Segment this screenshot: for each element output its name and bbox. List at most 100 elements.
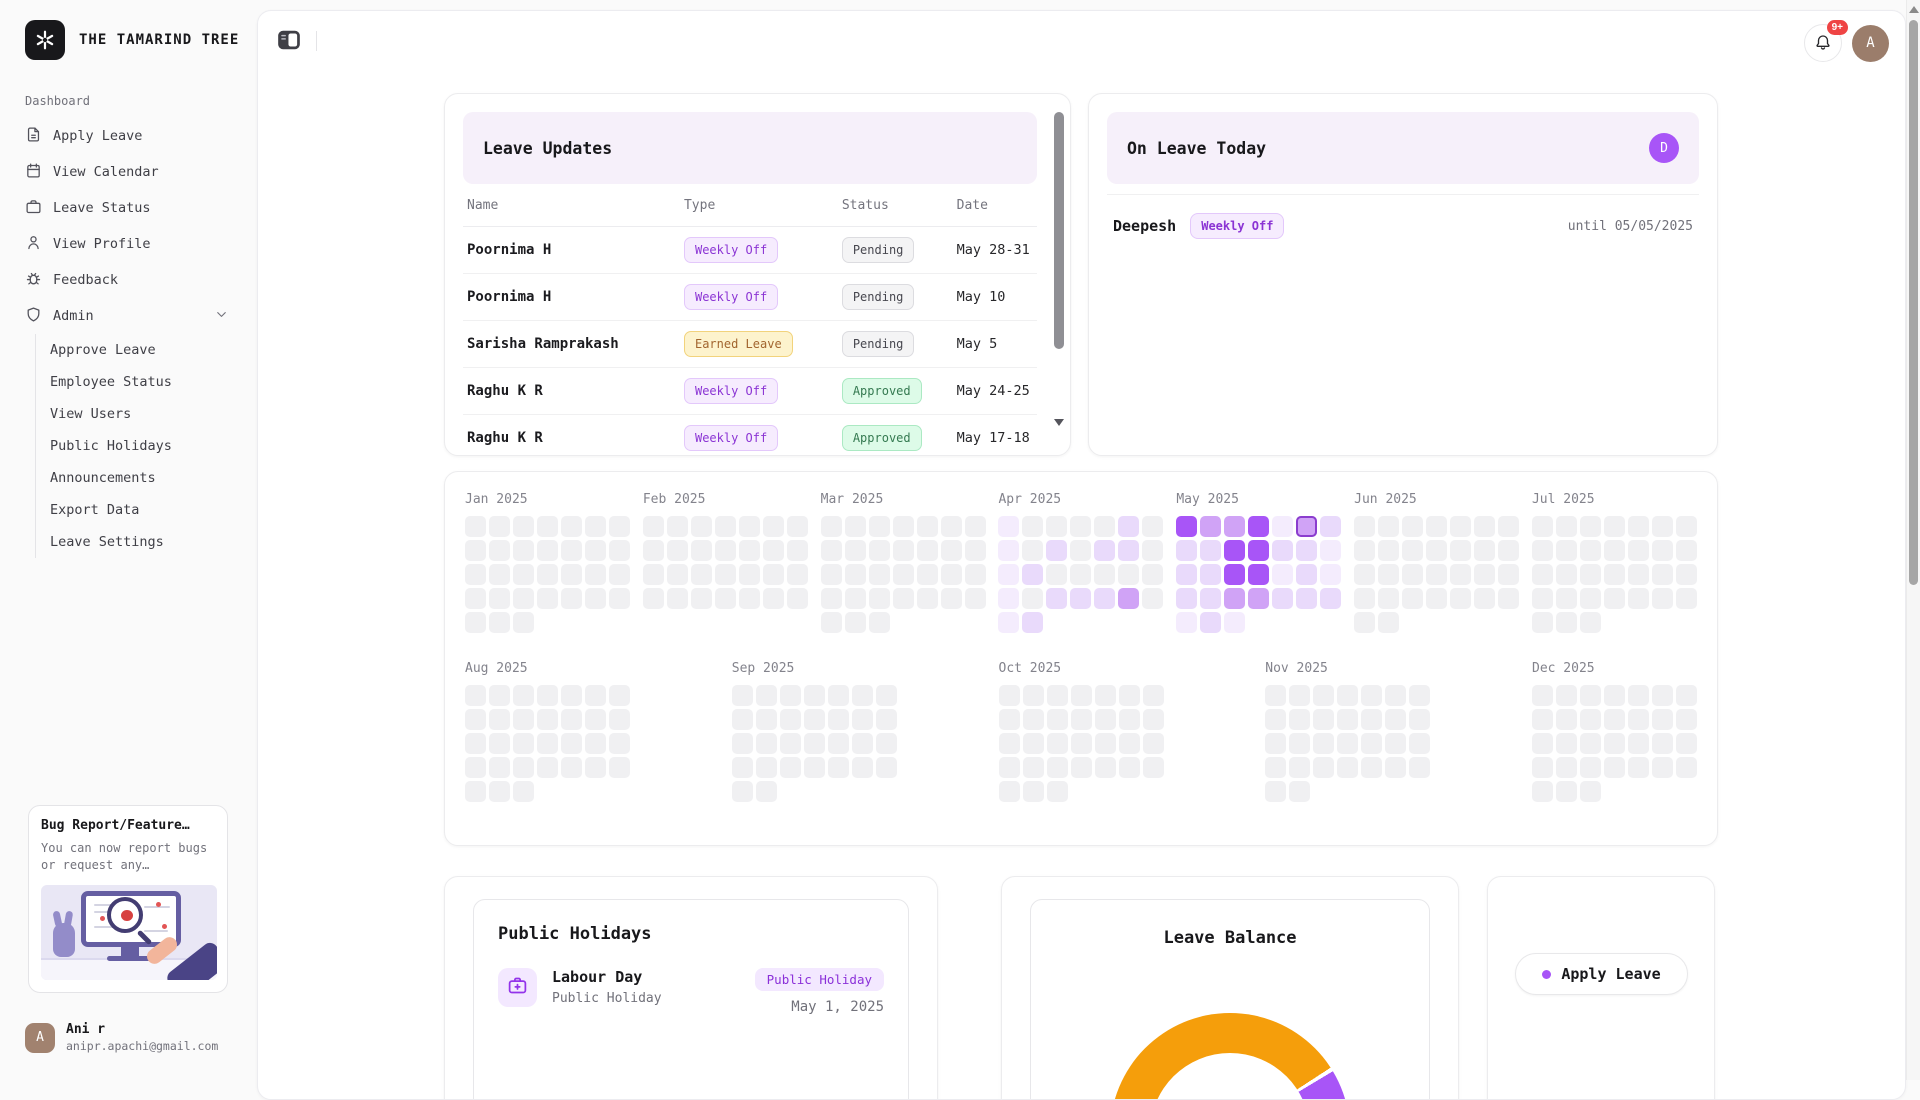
user-profile[interactable]: A Ani r anipr.apachi@gmail.com: [25, 1022, 218, 1053]
calendar-day-cell: [1378, 540, 1400, 561]
user-name: Ani r: [66, 1022, 106, 1037]
page-scrollbar-up-arrow[interactable]: [1909, 6, 1919, 13]
calendar-day-cell: [755, 733, 777, 754]
sidebar-subitem-employee-status[interactable]: Employee Status: [50, 374, 172, 390]
calendar-day-cell: [1531, 588, 1553, 609]
calendar-day-cell: [1532, 685, 1553, 706]
calendar-day-cell: [642, 540, 664, 561]
calendar-day-cell: [998, 781, 1020, 802]
on-leave-until: until 05/05/2025: [1567, 218, 1693, 234]
public-holidays-title: Public Holidays: [498, 924, 652, 944]
table-scrollbar-thumb[interactable]: [1054, 112, 1064, 349]
sidebar-item-view-calendar[interactable]: View Calendar: [0, 154, 257, 190]
calendar-day-cell: [998, 612, 1020, 633]
calendar-day-cell: [1200, 540, 1222, 561]
month-label: Feb 2025: [642, 492, 706, 507]
cell-type: Weekly Off: [683, 378, 842, 404]
column-header-type: Type: [683, 197, 716, 213]
notifications-button[interactable]: 9+: [1804, 20, 1848, 62]
calendar-day-cell: [1409, 709, 1431, 730]
calendar-day-cell: [1289, 709, 1311, 730]
calendar-day-cell: [1070, 709, 1092, 730]
sidebar-item-admin[interactable]: Admin: [0, 298, 257, 334]
calendar-day-cell: [465, 588, 486, 609]
calendar-day-cell: [844, 588, 866, 609]
calendar-day-cell: [998, 757, 1020, 778]
calendar-day-cell: [1313, 709, 1335, 730]
sidebar-item-feedback[interactable]: Feedback: [0, 262, 257, 298]
calendar-day-cell: [1555, 564, 1577, 585]
calendar-day-cell: [803, 757, 825, 778]
apply-leave-button[interactable]: Apply Leave: [1515, 953, 1688, 995]
calendar-day-cell: [844, 516, 866, 537]
calendar-day-cell: [1248, 540, 1270, 561]
calendar-day-cell: [998, 564, 1020, 585]
leave-type-badge: Weekly Off: [683, 378, 779, 404]
page-scrollbar[interactable]: [1906, 0, 1920, 1080]
calendar-day-cell: [1118, 685, 1140, 706]
sidebar-subitem-announcements[interactable]: Announcements: [50, 470, 156, 486]
calendar-day-cell: [1265, 733, 1287, 754]
month-label: Sep 2025: [731, 661, 795, 676]
cell-date: May 17-18: [956, 430, 1030, 446]
calendar-day-cell: [1046, 685, 1068, 706]
calendar-month-dec-2025: Dec 2025: [1532, 661, 1697, 802]
calendar-day-cell: [1046, 757, 1068, 778]
calendar-day-cell: [1094, 733, 1116, 754]
calendar-day-cell: [1070, 564, 1092, 585]
page-scrollbar-thumb[interactable]: [1909, 20, 1918, 585]
calendar-day-cell: [755, 685, 777, 706]
table-scrollbar[interactable]: [1054, 112, 1064, 442]
calendar-day-cell: [964, 516, 986, 537]
calendar-day-cell: [561, 709, 582, 730]
calendar-day-cell: [1580, 709, 1601, 730]
table-scrollbar-down-arrow[interactable]: [1054, 419, 1064, 426]
calendar-day-cell: [465, 757, 486, 778]
sidebar-toggle-button[interactable]: [276, 27, 302, 53]
sidebar-subitem-view-users[interactable]: View Users: [50, 406, 132, 422]
calendar-day-cell: [666, 516, 688, 537]
sidebar-item-apply-leave[interactable]: Apply Leave: [0, 118, 257, 154]
cell-name: Raghu K R: [467, 383, 543, 399]
calendar-day-cell: [1320, 588, 1342, 609]
calendar-day-cell: [642, 588, 664, 609]
sidebar-subitem-leave-settings[interactable]: Leave Settings: [50, 534, 164, 550]
month-day-grid: [465, 516, 630, 633]
calendar-day-cell: [1474, 564, 1496, 585]
calendar-day-cell: [868, 564, 890, 585]
calendar-day-cell: [1627, 540, 1649, 561]
calendar-month-apr-2025: Apr 2025: [998, 492, 1164, 633]
calendar-day-cell: [1070, 588, 1092, 609]
calendar-month-may-2025: May 2025: [1176, 492, 1342, 633]
table-row: Poornima H Weekly Off Pending May 10: [463, 274, 1037, 321]
sidebar-subitem-export-data[interactable]: Export Data: [50, 502, 140, 518]
bug-report-card[interactable]: Bug Report/Feature… You can now report b…: [28, 805, 228, 993]
calendar-day-cell: [731, 781, 753, 802]
calendar-day-cell: [827, 709, 849, 730]
sidebar-item-leave-status[interactable]: Leave Status: [0, 190, 257, 226]
calendar-month-jun-2025: Jun 2025: [1354, 492, 1520, 633]
calendar-day-cell: [998, 709, 1020, 730]
calendar-day-cell: [1337, 733, 1359, 754]
calendar-day-cell: [642, 564, 664, 585]
sidebar-subitem-approve-leave[interactable]: Approve Leave: [50, 342, 156, 358]
cell-date: May 5: [956, 336, 998, 352]
bell-icon: [1814, 33, 1832, 54]
calendar-day-cell: [755, 781, 777, 802]
header-avatar[interactable]: A: [1852, 24, 1889, 62]
calendar-day-cell: [465, 733, 486, 754]
leave-updates-card: Leave Updates Name Type Status Date Poornim…: [444, 93, 1071, 456]
calendar-month-mar-2025: Mar 2025: [820, 492, 986, 633]
on-leave-today-card: On Leave Today D Deepesh Weekly Off unti…: [1088, 93, 1718, 456]
calendar-day-cell: [609, 733, 630, 754]
calendar-day-cell: [1531, 540, 1553, 561]
calendar-day-cell: [1224, 612, 1246, 633]
calendar-day-cell: [561, 588, 582, 609]
sidebar-item-view-profile[interactable]: View Profile: [0, 226, 257, 262]
leave-type-badge: Weekly Off: [683, 237, 779, 263]
sidebar-subitem-public-holidays[interactable]: Public Holidays: [50, 438, 172, 454]
calendar-day-cell: [585, 709, 606, 730]
on-leave-type-badge: Weekly Off: [1190, 213, 1285, 239]
calendar-day-cell: [1046, 733, 1068, 754]
status-badge: Approved: [841, 425, 922, 451]
